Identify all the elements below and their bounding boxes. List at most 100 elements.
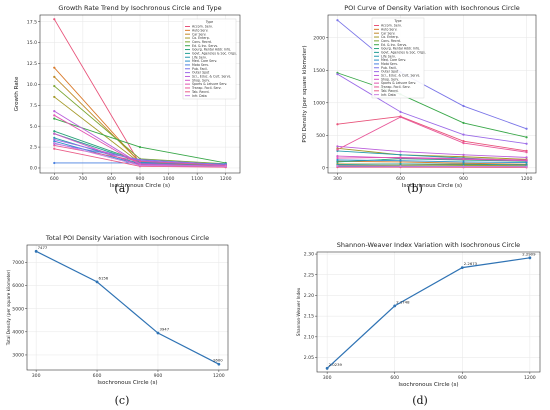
series-point-12-0 bbox=[336, 73, 339, 76]
series-line-14 bbox=[337, 155, 527, 162]
x-tick-label: 1200 bbox=[213, 373, 225, 379]
y-tick-label: 0.0 bbox=[30, 166, 37, 172]
series-point-13-0 bbox=[53, 110, 56, 113]
x-tick-label: 600 bbox=[396, 176, 405, 182]
chart-title: Shannon-Weaver Index Variation with Isoc… bbox=[337, 241, 520, 249]
y-tick-label: 4000 bbox=[12, 329, 24, 335]
data-point-1 bbox=[393, 304, 397, 308]
y-tick-label: 0 bbox=[322, 165, 325, 171]
series-line-13 bbox=[337, 145, 527, 158]
chart-panel-b: 300 600 900 1200 0 500 1000 1500 2000 POI Curve o… bbox=[302, 4, 537, 189]
series-point-2-0 bbox=[53, 75, 56, 78]
series-point-6-0 bbox=[336, 160, 339, 164]
x-tick-label: 600 bbox=[93, 373, 102, 379]
series-point-16-1 bbox=[138, 160, 142, 163]
series-point-7-1 bbox=[399, 162, 402, 165]
series-point-9-0 bbox=[336, 158, 339, 162]
series-point-16-2 bbox=[462, 141, 465, 145]
data-point-1 bbox=[95, 280, 99, 284]
series-point-12-2 bbox=[462, 133, 465, 136]
panel-label-d: (d) bbox=[412, 394, 428, 407]
legend-entry: Cons. Recrd. bbox=[192, 40, 212, 44]
x-axis-label: Isochronous Circle (s) bbox=[398, 382, 458, 388]
series-point-18-0 bbox=[53, 141, 56, 145]
series-point-6-0 bbox=[53, 130, 56, 133]
series-point-5-1 bbox=[138, 145, 142, 149]
chart-panel-a: 600 700 800 900 1000 1100 1200 0.0 2.5 5.0 7.5 10.0… bbox=[14, 4, 241, 189]
series-line-4 bbox=[337, 164, 527, 167]
series-point-0-2 bbox=[462, 140, 465, 143]
y-tick-label: 2000 bbox=[313, 35, 325, 41]
plot-frame bbox=[26, 244, 229, 371]
series-point-15-0 bbox=[53, 114, 56, 117]
series-point-15-0 bbox=[336, 156, 339, 160]
series-point-9-0 bbox=[53, 140, 56, 143]
series-point-18-1 bbox=[138, 164, 142, 167]
x-tick-label: 1000 bbox=[163, 176, 175, 182]
legend-entry: Infr. Data bbox=[192, 94, 207, 98]
x-tick-label: 300 bbox=[32, 373, 41, 379]
legend-entry: Sports & Leisure Serv. bbox=[381, 81, 416, 85]
y-axis-label: Total Density (per square kilometer) bbox=[6, 269, 11, 346]
chart-title: Growth Rate Trend by Isochronous Circle … bbox=[58, 4, 221, 12]
y-tick-label: 2.10 bbox=[304, 334, 314, 340]
legend-entry: Accom. Serv. bbox=[381, 24, 402, 28]
legend-entry: Govt. Agencies & Soc. Orgs. bbox=[192, 51, 237, 55]
chart-title: Total POI Density Variation with Isochro… bbox=[45, 234, 209, 242]
legend-box bbox=[182, 18, 237, 100]
series-point-11-2 bbox=[462, 104, 465, 108]
series-point-11-3 bbox=[525, 127, 528, 130]
y-tick-label: 500 bbox=[316, 133, 325, 139]
legend-entry: Infr. Data bbox=[381, 93, 396, 97]
x-tick-label: 600 bbox=[50, 176, 59, 182]
series-point-16-1 bbox=[399, 115, 402, 119]
series-point-18-2 bbox=[462, 165, 465, 168]
series-point-0-0 bbox=[53, 18, 56, 21]
data-label-2: 3947 bbox=[159, 327, 169, 332]
data-label-0: 7477 bbox=[38, 245, 48, 250]
series-point-15-3 bbox=[525, 158, 528, 162]
data-point-3 bbox=[217, 362, 221, 366]
y-tick-label: 2.05 bbox=[304, 355, 314, 361]
y-axis-label: Shannon-Weaver Index bbox=[296, 287, 301, 336]
legend-entry: Life Serv. bbox=[192, 55, 207, 59]
y-tick-label: 2.25 bbox=[304, 272, 314, 278]
legend-entry: Co. Enterp. bbox=[381, 35, 399, 39]
data-point-2 bbox=[156, 331, 160, 335]
legend-title: Type bbox=[205, 20, 213, 24]
x-tick-label: 300 bbox=[323, 375, 332, 381]
series-point-8-1 bbox=[399, 153, 402, 156]
legend-entry: Ed. & Inc. Servs. bbox=[381, 43, 407, 47]
y-tick-label: 5000 bbox=[12, 306, 24, 312]
series-point-18-2 bbox=[224, 165, 227, 168]
legend-entry: Auto Serv. bbox=[381, 27, 397, 31]
series-point-7-2 bbox=[462, 163, 465, 166]
x-axis-label: Isochronous Circle (s) bbox=[97, 380, 157, 386]
series-point-12-3 bbox=[525, 142, 528, 145]
legend-entry: Life Serv. bbox=[381, 54, 396, 58]
x-tick-label: 800 bbox=[107, 176, 116, 182]
data-point-2 bbox=[460, 266, 464, 269]
legend-entry: Tab. Recrd. bbox=[380, 89, 399, 93]
legend-entry: Moto Serv. bbox=[381, 62, 398, 66]
series-point-5-2 bbox=[462, 121, 465, 125]
series-point-16-0 bbox=[53, 144, 56, 147]
y-tick-label: 3000 bbox=[12, 353, 24, 359]
legend-entry: Sci., Educ. & Cult. Servs. bbox=[192, 75, 231, 79]
legend-entry: Shop. Serv. bbox=[381, 77, 399, 81]
series-line-12 bbox=[337, 73, 527, 145]
legend-box bbox=[371, 17, 425, 99]
series-point-5-0 bbox=[53, 117, 56, 120]
y-tick-label: 7000 bbox=[12, 260, 24, 266]
series-point-13-0 bbox=[336, 145, 339, 148]
legend-entry: Tab. Recrd. bbox=[191, 90, 210, 94]
legend-entry: Shop. Serv. bbox=[192, 78, 210, 82]
y-tick-label: 17.5 bbox=[27, 19, 37, 25]
series-point-7-3 bbox=[525, 163, 528, 166]
series-point-13-3 bbox=[525, 156, 528, 159]
data-label-2: 2.2673 bbox=[464, 261, 478, 266]
data-label-1: 6156 bbox=[99, 275, 109, 280]
series-point-10-0 bbox=[53, 161, 56, 165]
legend-entry: Sports & Leisure Serv. bbox=[192, 82, 227, 86]
